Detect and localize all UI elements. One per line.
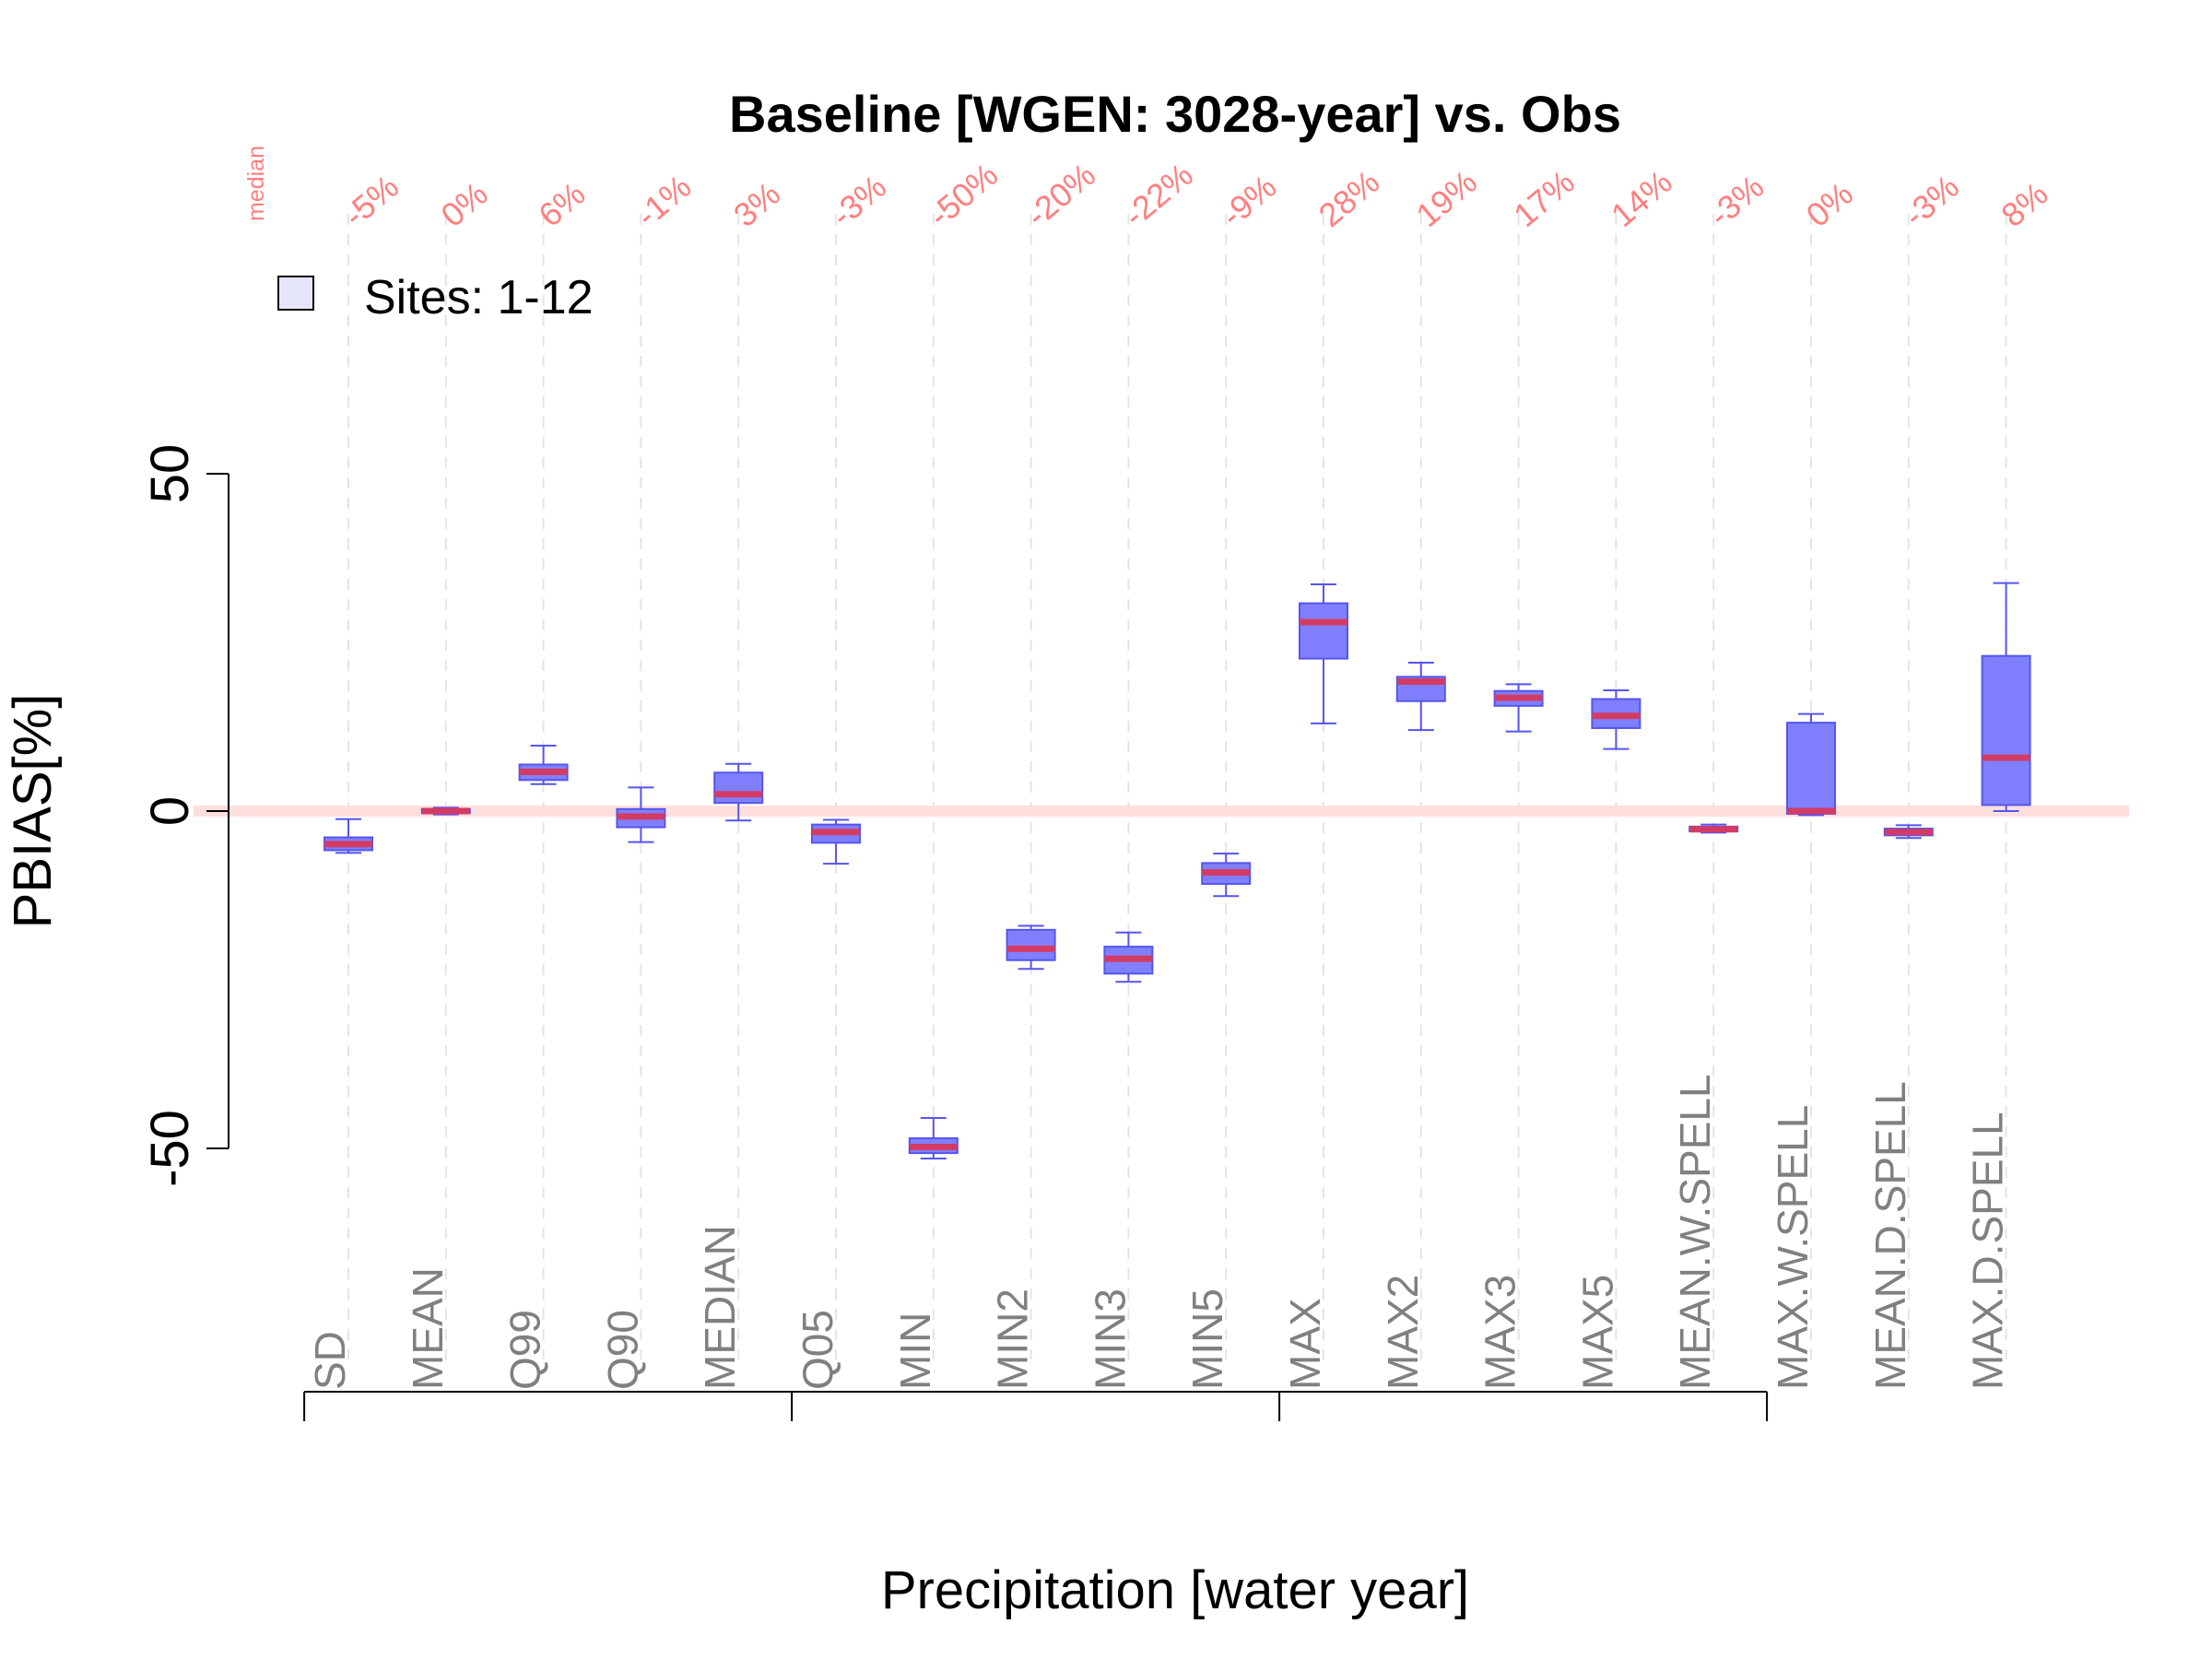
box-max2 [1395, 661, 1446, 732]
x-axis-title: Precipitation [water year] [881, 1560, 1469, 1620]
box-iqr [1006, 928, 1056, 961]
box-mean [420, 806, 471, 816]
x-axis [303, 1391, 1769, 1421]
category-label: MEAN [404, 1267, 452, 1390]
box-q05 [811, 818, 861, 865]
category-label: SD [306, 1331, 354, 1390]
legend-label: Sites: 1-12 [364, 271, 594, 324]
category-label: MEAN.W.SPELL [1671, 1074, 1719, 1390]
box-max3 [1493, 683, 1544, 733]
category-label: MEDIAN [696, 1225, 744, 1390]
zero-reference-line [194, 806, 2129, 817]
category-label: MIN2 [989, 1288, 1037, 1390]
median-label: -3% [824, 168, 893, 235]
box-sd [324, 818, 373, 854]
box-mean-d-spell [1883, 824, 1934, 840]
box-max5 [1591, 688, 1641, 750]
box-iqr [1299, 602, 1348, 660]
median-label: -3% [1701, 168, 1771, 235]
box-max-w-spell [1786, 712, 1836, 817]
box-min3 [1103, 931, 1154, 983]
box-q90 [616, 786, 666, 843]
box-iqr [1981, 654, 2031, 806]
median-label: 3% [726, 174, 787, 234]
median-label: -3% [1897, 168, 1966, 235]
box-series [324, 582, 2031, 1159]
box-q99 [518, 744, 569, 785]
category-label: MAX5 [1573, 1275, 1621, 1390]
median-label: -9% [1214, 168, 1283, 235]
category-labels: SD MEAN Q99 Q90 MEDIAN Q05 MIN MIN2 MIN3 MIN5 MAX M… [306, 1074, 2012, 1390]
box-iqr [1786, 722, 1836, 815]
category-label: MIN5 [1183, 1288, 1231, 1390]
chart-title: Baseline [WGEN: 3028-year] vs. Obs [729, 85, 1621, 143]
box-median [713, 762, 764, 822]
category-label: MIN [891, 1312, 939, 1390]
category-label: MAX3 [1477, 1275, 1524, 1390]
category-label: Q90 [598, 1310, 646, 1390]
median-label: -1% [629, 168, 698, 235]
category-label: MEAN.D.SPELL [1866, 1081, 1914, 1390]
box-max [1299, 583, 1348, 724]
median-label: -5% [336, 168, 406, 235]
median-label: 6% [531, 174, 592, 234]
category-label: MAX2 [1379, 1275, 1427, 1390]
legend-swatch [277, 276, 314, 311]
median-label: 8% [1994, 174, 2054, 234]
box-min2 [1006, 924, 1056, 971]
median-label: 0% [434, 174, 495, 234]
category-label: MIN3 [1086, 1288, 1134, 1390]
y-tick-label: 0 [140, 796, 200, 826]
box-mean-w-spell [1688, 823, 1739, 834]
category-label: MAX.W.SPELL [1769, 1105, 1817, 1390]
legend: Sites: 1-12 [277, 271, 594, 324]
category-label: MAX [1281, 1298, 1329, 1390]
box-min [908, 1117, 959, 1159]
vertical-gridlines [347, 214, 2007, 1359]
y-axis: -50 0 50 [140, 444, 229, 1187]
median-header: median [243, 146, 269, 221]
box-iqr [713, 771, 764, 805]
median-labels: -5% 0% 6% -1% 3% -3% -50% -20% -22% -9% 28% 19% 17% 1… [336, 156, 2055, 234]
box-max-d-spell [1981, 582, 2031, 812]
median-label: 0% [1799, 174, 1860, 234]
category-label: Q05 [794, 1310, 841, 1390]
category-label: Q99 [501, 1310, 549, 1390]
box-min5 [1201, 853, 1252, 898]
y-tick-label: -50 [140, 1110, 200, 1187]
category-label: MAX.D.SPELL [1964, 1112, 2012, 1390]
y-tick-label: 50 [140, 444, 200, 504]
y-axis-title: PBIAS[%] [3, 694, 63, 929]
